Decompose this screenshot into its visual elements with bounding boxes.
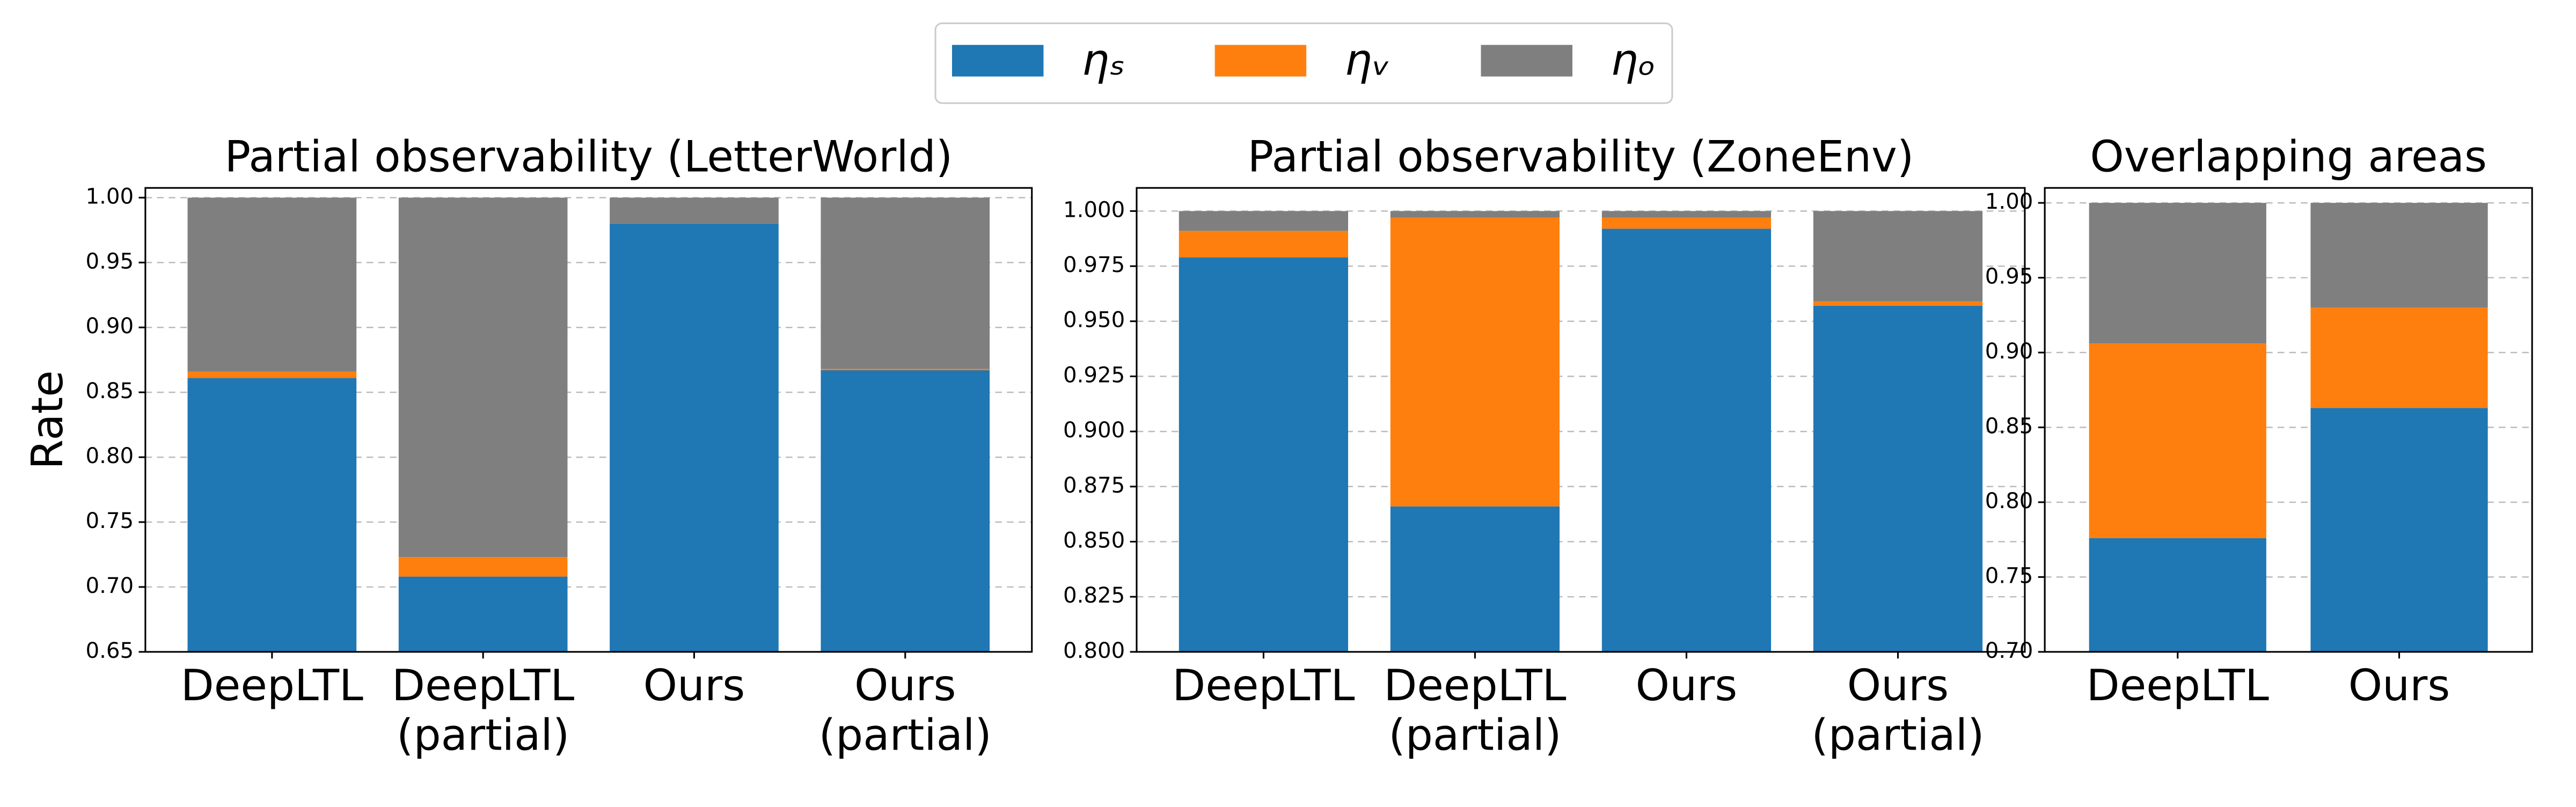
legend-label: ηₒ [1611,35,1656,86]
legend-label: ηₛ [1082,35,1125,86]
y-tick-label: 0.85 [1985,414,2033,438]
y-tick-label: 1.00 [86,184,134,209]
y-tick-label: 0.950 [1063,308,1125,333]
x-tick-label: DeepLTL (partial) [392,661,574,761]
y-tick-label: 0.925 [1063,363,1125,387]
x-tick-label: DeepLTL [1172,661,1355,711]
y-tick-label: 0.80 [1985,489,2033,513]
y-tick-label: 0.825 [1063,583,1125,608]
y-tick-label: 0.90 [86,314,134,339]
axes-frame [144,187,1033,653]
y-axis-label: Rate [23,370,73,469]
bar-segment [1813,301,1983,306]
x-tick-label: Ours [643,661,745,711]
bar-segment [1390,217,1560,507]
y-tick-label: 0.975 [1063,253,1125,277]
bar-segment [2089,538,2266,652]
bar-segment [398,557,568,577]
y-tick-label: 0.875 [1063,473,1125,498]
chart-title: Partial observability (LetterWorld) [224,131,953,182]
y-tick-label: 0.95 [86,249,134,274]
y-tick-label: 0.80 [86,444,134,468]
bar-segment [821,370,990,652]
y-tick-label: 0.75 [1985,563,2033,588]
bar-segment [610,197,779,224]
x-tick-label: Ours [1636,661,1738,711]
bar-segment [2310,307,2488,408]
bar-segment [1601,229,1772,652]
legend-swatch [1481,45,1572,77]
x-tick-label: Ours [2348,661,2450,711]
y-tick-label: 0.800 [1063,639,1125,663]
y-tick-label: 0.65 [86,639,134,663]
bar-segment [1179,211,1349,231]
bar-segment [2089,203,2266,344]
bar-segment [2310,203,2488,308]
x-tick-label: DeepLTL (partial) [1384,661,1566,761]
bar-segment [187,371,357,378]
y-tick-label: 0.75 [86,509,134,533]
y-tick-label: 0.850 [1063,528,1125,553]
bar-segment [1179,231,1349,258]
y-tick-label: 0.90 [1985,339,2033,364]
axes-frame [1136,187,2026,653]
bar-segment [1601,217,1772,229]
x-tick-label: Ours (partial) [1811,661,1984,761]
x-tick-label: DeepLTL [2087,661,2269,711]
bar-segment [821,197,990,369]
bar-segment [1390,211,1560,218]
bar-segment [398,576,568,652]
y-tick-label: 0.85 [86,379,134,404]
bar-segment [1601,211,1772,218]
legend-label: ηᵥ [1344,35,1390,86]
y-tick-label: 0.70 [1985,639,2033,663]
bar-segment [1813,305,1983,652]
bar-segment [1390,506,1560,652]
x-tick-label: Ours (partial) [819,661,992,761]
chart-title: Overlapping areas [2090,131,2487,182]
y-tick-label: 0.95 [1985,265,2033,289]
y-tick-label: 0.900 [1063,418,1125,443]
x-tick-label: DeepLTL [181,661,363,711]
y-tick-label: 0.70 [86,574,134,598]
bar-segment [1179,257,1349,652]
axes-frame [2044,187,2533,653]
legend-swatch [1214,45,1307,77]
bar-segment [1813,211,1983,302]
y-tick-label: 1.000 [1063,197,1125,222]
bar-segment [2089,343,2266,538]
chart-title: Partial observability (ZoneEnv) [1248,131,1914,182]
bar-segment [187,197,357,372]
bar-segment [187,378,357,652]
bar-segment [610,223,779,652]
bar-segment [398,197,568,557]
y-tick-label: 1.00 [1985,189,2033,214]
bar-segment [2310,408,2488,652]
bar-segment [821,369,990,371]
legend-swatch [952,45,1044,77]
